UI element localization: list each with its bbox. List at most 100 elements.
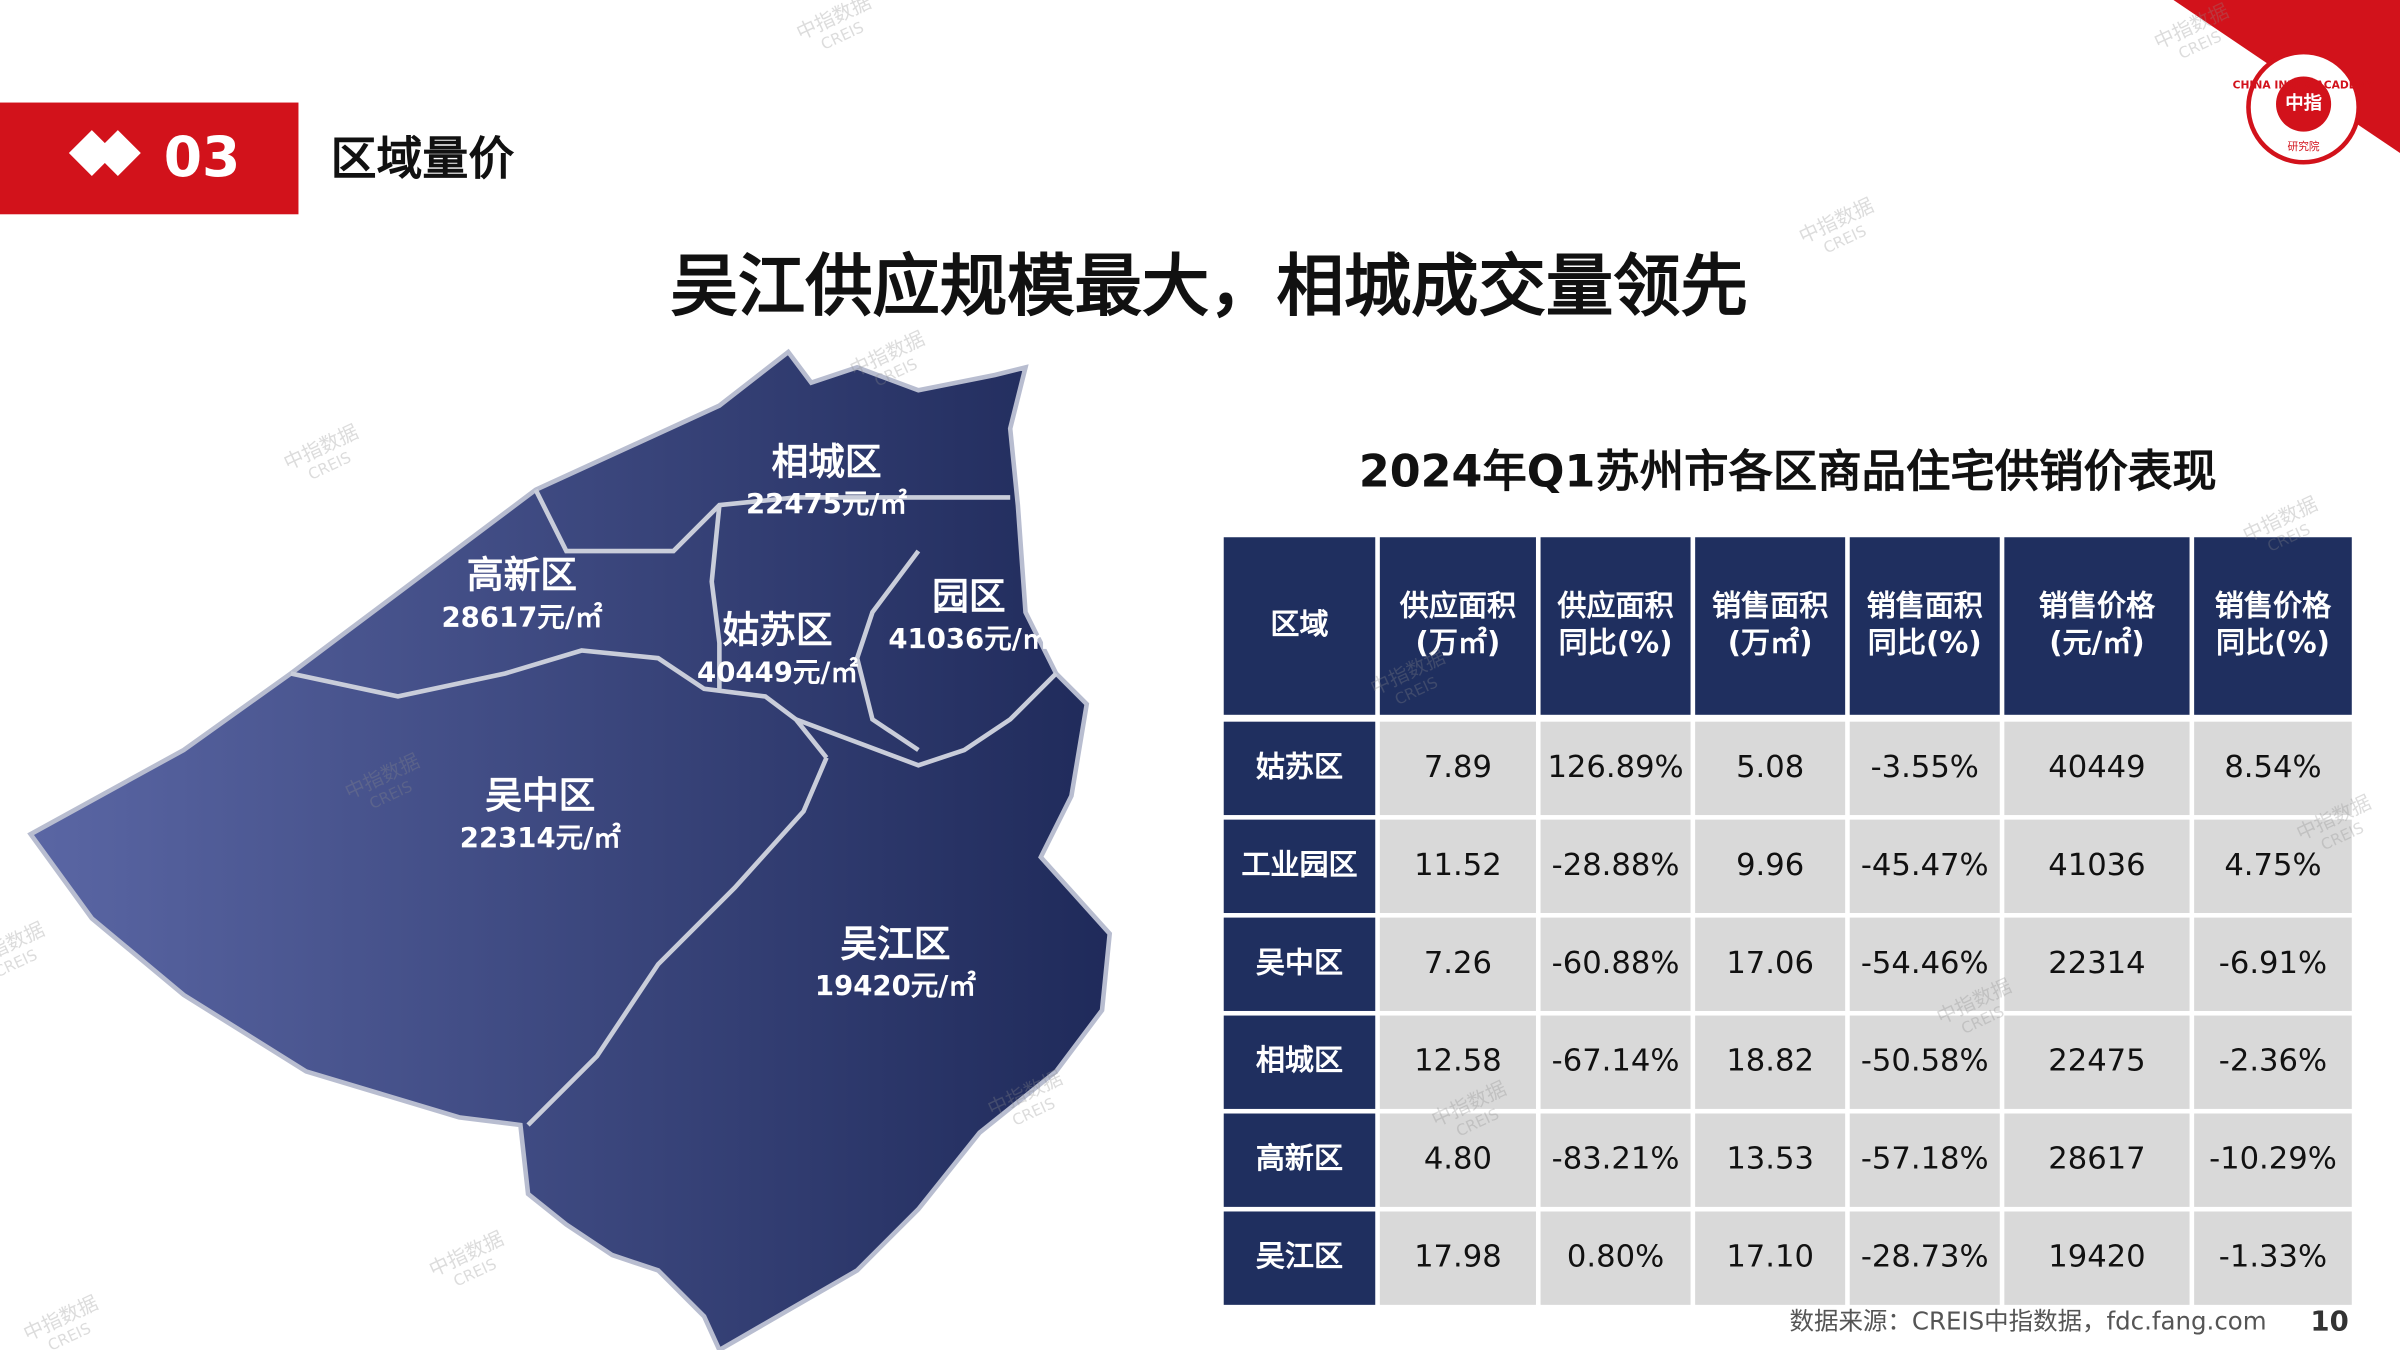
table-cell (1379, 1113, 1536, 1207)
cell-value: -28.88% (1552, 848, 1680, 883)
table-cell (1223, 1113, 1376, 1207)
row-label: 相城区 (1256, 1043, 1343, 1077)
table-cell (1849, 1113, 2000, 1207)
table-cell (1379, 721, 1536, 816)
table-cell (2194, 917, 2352, 1011)
header-label: 供应面积 (1399, 589, 1516, 623)
row-label: 姑苏区 (1256, 749, 1343, 783)
district-name: 高新区 (467, 554, 577, 597)
cell-value: 7.26 (1424, 946, 1492, 981)
table-cell (1849, 1015, 2000, 1109)
map-outline (27, 348, 1113, 1350)
row-label: 工业园区 (1241, 847, 1357, 881)
district-price: 19420元/㎡ (815, 970, 976, 1002)
section-banner (0, 102, 299, 215)
cell-value: 11.52 (1414, 848, 1502, 883)
table-cell (2004, 917, 2190, 1011)
table-cell (2004, 721, 2190, 816)
table-cell (1379, 917, 1536, 1011)
header-cell (2004, 537, 2190, 715)
table-cell (1695, 1211, 1846, 1305)
source-note: 数据来源：CREIS中指数据，fdc.fang.com (1790, 1306, 2267, 1335)
cell-value: 0.80% (1567, 1240, 1664, 1275)
table-cell (1223, 917, 1376, 1011)
cell-value: 12.58 (1414, 1044, 1502, 1079)
table-cell (1540, 721, 1691, 816)
section-title: 区域量价 (331, 132, 515, 186)
header-cell (1849, 537, 2000, 715)
table-cell (2004, 1113, 2190, 1207)
table-cell (1379, 1015, 1536, 1109)
district-price: 22314元/㎡ (460, 822, 621, 854)
table-cell (1540, 819, 1691, 914)
table-cell (1695, 1015, 1846, 1109)
cell-value: 4.75% (2224, 848, 2321, 883)
table-cell (1223, 819, 1376, 914)
table-cell (1849, 721, 2000, 816)
cell-value: -57.18% (1861, 1142, 1989, 1177)
cell-value: -50.58% (1861, 1044, 1989, 1079)
cell-value: 9.96 (1736, 848, 1804, 883)
table-cell (2194, 819, 2352, 914)
cell-value: 8.54% (2224, 750, 2321, 785)
district-name: 相城区 (771, 440, 881, 483)
header-cell (1695, 537, 1846, 715)
table-cell (2004, 819, 2190, 914)
slide-title: 吴江供应规模最大，相城成交量领先 (671, 246, 1748, 325)
header-label: 区域 (1270, 607, 1328, 641)
logo-center: 中指 (2285, 92, 2322, 114)
row-label: 吴中区 (1256, 945, 1343, 979)
table-cell (2194, 1211, 2352, 1305)
cell-value: -6.91% (2219, 946, 2327, 981)
table-cell (1379, 1211, 1536, 1305)
table-cell (1849, 1211, 2000, 1305)
table-cell (1540, 917, 1691, 1011)
table-cell (1695, 721, 1846, 816)
header-cell (2194, 537, 2352, 715)
cell-value: 17.06 (1726, 946, 1814, 981)
header-cell (1223, 537, 1376, 715)
row-label: 吴江区 (1256, 1239, 1343, 1273)
cell-value: 22475 (2048, 1044, 2145, 1079)
header-cell (1379, 537, 1536, 715)
cell-value: 4.80 (1424, 1142, 1492, 1177)
cell-value: -3.55% (1871, 750, 1979, 785)
cell-value: -60.88% (1552, 946, 1680, 981)
table-cell (1223, 1211, 1376, 1305)
header-label: (万㎡) (1416, 625, 1501, 659)
header-label: 销售价格 (2215, 589, 2332, 623)
table-cell (1379, 819, 1536, 914)
page-number: 10 (2310, 1305, 2348, 1337)
table-cell (1223, 721, 1376, 816)
table-cell (1695, 1113, 1846, 1207)
cell-value: -45.47% (1861, 848, 1989, 883)
district-name: 吴中区 (485, 774, 595, 817)
district-price: 41036元/㎡ (888, 623, 1049, 655)
section-number: 03 (164, 125, 241, 189)
cell-value: 126.89% (1547, 750, 1683, 785)
table-cell (2004, 1015, 2190, 1109)
table-cell (1540, 1211, 1691, 1305)
cell-value: -10.29% (2209, 1142, 2337, 1177)
header-label: 同比(%) (1868, 625, 1982, 659)
cell-value: -67.14% (1552, 1044, 1680, 1079)
cell-value: 40449 (2048, 750, 2145, 785)
header-label: (元/㎡) (2049, 625, 2144, 659)
district-price: 22475元/㎡ (746, 488, 907, 520)
table-cell (2194, 1113, 2352, 1207)
logo-bottom: 研究院 (2288, 140, 2320, 153)
cell-value: 19420 (2048, 1240, 2145, 1275)
table-cell (1223, 1015, 1376, 1109)
cell-value: 7.89 (1424, 750, 1492, 785)
table-cell (1540, 1113, 1691, 1207)
district-borders (290, 488, 1058, 1127)
cell-value: 17.98 (1414, 1240, 1502, 1275)
header-label: (万㎡) (1728, 625, 1813, 659)
cell-value: 17.10 (1726, 1240, 1814, 1275)
cell-value: 13.53 (1726, 1142, 1814, 1177)
